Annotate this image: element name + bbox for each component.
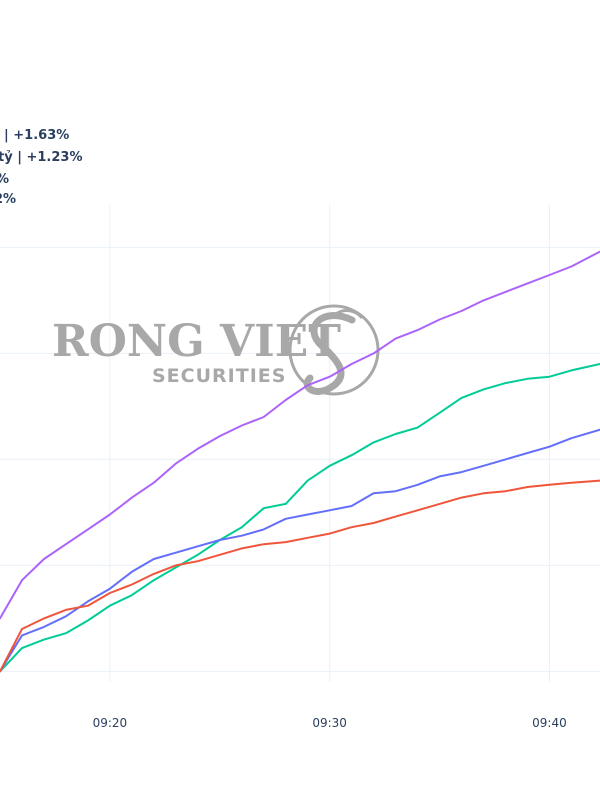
dragon-s-icon xyxy=(303,312,356,395)
watermark-line1: RONG VIET xyxy=(52,316,341,367)
x-axis-ticks: 09:20 09:30 09:40 xyxy=(93,716,567,730)
legend-entry: 2% xyxy=(0,192,16,207)
series-line-1 xyxy=(0,250,600,620)
rong-viet-logo: RONG VIET SECURITIES xyxy=(52,304,380,396)
series-lines xyxy=(0,250,600,673)
legend-entry: | +1.63% xyxy=(4,128,69,143)
dragon-head-icon xyxy=(335,309,364,319)
x-tick-label: 09:40 xyxy=(532,716,567,730)
series-line-4 xyxy=(0,479,600,673)
legend-entry: tỷ | +1.23% xyxy=(0,150,82,165)
x-tick-label: 09:30 xyxy=(312,716,347,730)
grid-lines xyxy=(0,205,600,682)
legend-entry: % xyxy=(0,172,9,187)
x-tick-label: 09:20 xyxy=(93,716,128,730)
series-line-2 xyxy=(0,363,600,673)
series-line-3 xyxy=(0,428,600,673)
legend: | +1.63% tỷ | +1.23%% 2% xyxy=(0,128,82,207)
watermark-line2: SECURITIES xyxy=(152,365,286,387)
